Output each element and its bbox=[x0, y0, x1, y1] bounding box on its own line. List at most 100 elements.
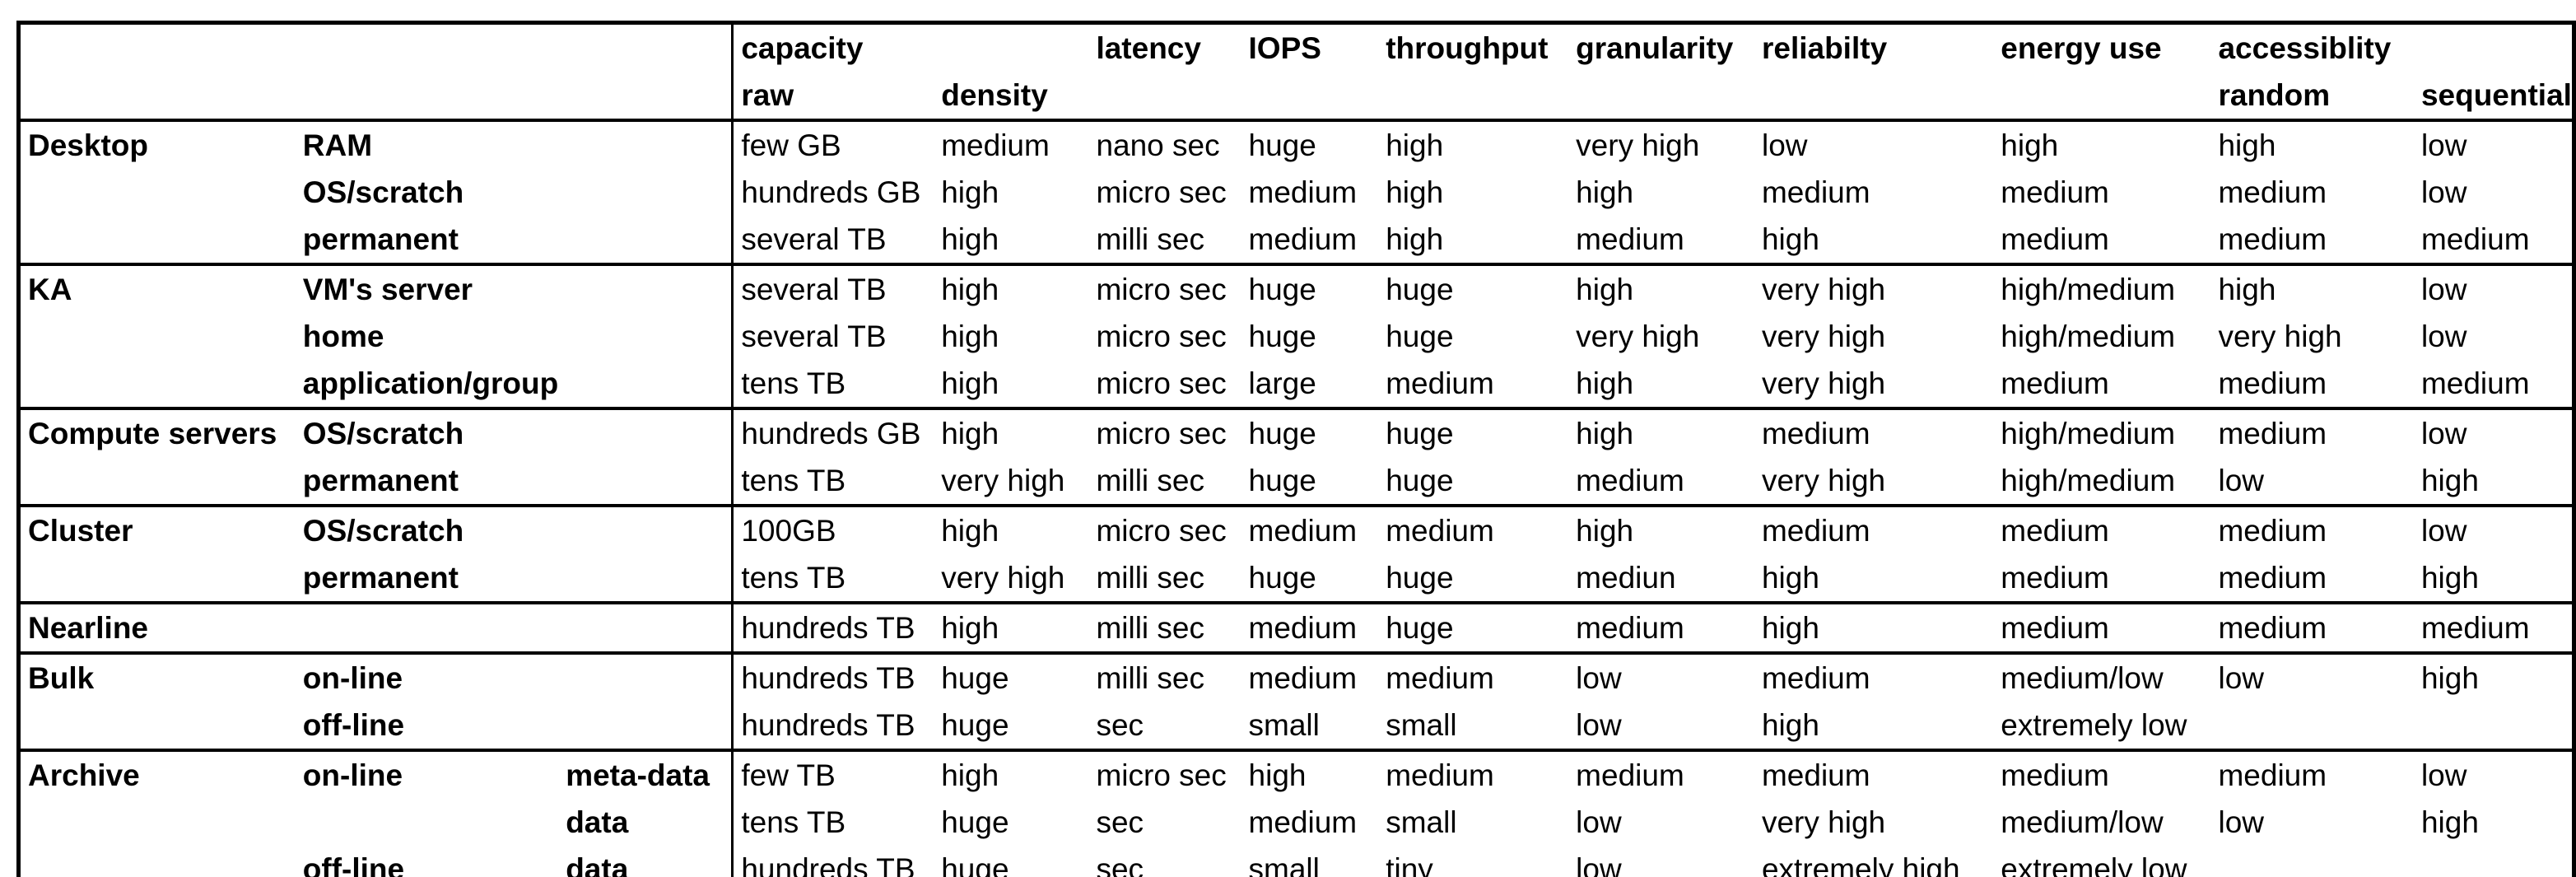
cell-energy-use: medium bbox=[2001, 561, 2109, 595]
cell-subcategory bbox=[558, 169, 733, 216]
cell-group bbox=[19, 554, 296, 603]
cell-reliability: very high bbox=[1761, 320, 1886, 353]
cell-iops: huge bbox=[1241, 119, 1379, 169]
cell-density: huge bbox=[934, 651, 1089, 702]
cell-subcategory bbox=[558, 504, 733, 554]
cell-iops: small bbox=[1248, 708, 1320, 742]
cell-iops: medium bbox=[1248, 222, 1358, 256]
cell-latency: micro sec bbox=[1096, 320, 1227, 353]
cell-latency: milli sec bbox=[1096, 561, 1205, 595]
header-density: density bbox=[934, 72, 1089, 122]
cell-reliability: high bbox=[1761, 708, 1819, 742]
cell-capacity-raw: hundreds GB bbox=[731, 169, 934, 216]
cell-accessibility-sequential: high bbox=[2420, 464, 2479, 497]
cell-category: OS/scratch bbox=[295, 504, 559, 554]
cell-category: home bbox=[302, 320, 384, 353]
cell-granularity: medium bbox=[1568, 601, 1754, 653]
table-row: permanent several TB high milli sec medium hi… bbox=[19, 216, 2574, 264]
cell-iops: medium bbox=[1241, 651, 1379, 702]
cell-granularity: low bbox=[1576, 805, 1622, 839]
cell-energy-use: medium bbox=[1993, 601, 2211, 653]
header-granularity: granularity bbox=[1576, 31, 1734, 65]
cell-accessibility-sequential: low bbox=[2413, 263, 2574, 313]
header-row-2: raw density random sequential bbox=[18, 72, 2574, 122]
cell-throughput: high bbox=[1386, 222, 1444, 256]
cell-throughput: huge bbox=[1386, 320, 1454, 353]
cell-accessibility-random: high bbox=[2210, 263, 2414, 313]
cell-accessibility-random: medium bbox=[2210, 601, 2414, 653]
cell-energy-use: high/medium bbox=[1993, 263, 2211, 313]
cell-throughput: small bbox=[1386, 708, 1457, 742]
cell-group: KA bbox=[18, 263, 296, 313]
cell-reliability: high bbox=[1761, 222, 1819, 256]
cell-iops: medium bbox=[1241, 504, 1379, 554]
cell-capacity-raw: tens TB bbox=[731, 360, 934, 408]
table-row: KA VM's server several TB high micro sec huge… bbox=[18, 263, 2574, 313]
header-empty-group bbox=[19, 23, 296, 72]
cell-latency: micro sec bbox=[1088, 749, 1241, 799]
cell-density: high bbox=[941, 175, 999, 209]
cell-reliability: extremely high bbox=[1761, 852, 1960, 877]
cell-capacity-raw: few TB bbox=[731, 749, 934, 799]
cell-accessibility-random: low bbox=[2218, 805, 2265, 839]
header-throughput: throughput bbox=[1386, 31, 1549, 65]
cell-capacity-raw: several TB bbox=[731, 263, 934, 313]
cell-reliability: medium bbox=[1754, 407, 1994, 457]
cell-accessibility-sequential: medium bbox=[2420, 222, 2530, 256]
cell-density: high bbox=[934, 263, 1089, 313]
cell-energy-use: high/medium bbox=[2001, 464, 2176, 497]
header-empty-reliability2 bbox=[1754, 72, 1994, 122]
header-empty-category bbox=[296, 23, 558, 72]
cell-granularity: high bbox=[1568, 407, 1754, 457]
cell-category bbox=[296, 799, 558, 846]
header-iops: IOPS bbox=[1248, 31, 1321, 65]
cell-throughput: huge bbox=[1378, 601, 1569, 653]
header-empty-granularity2 bbox=[1568, 72, 1754, 122]
cell-granularity: very high bbox=[1568, 119, 1754, 169]
cell-latency: micro sec bbox=[1088, 504, 1241, 554]
table-row: off-line data hundreds TB huge sec small tiny l… bbox=[19, 846, 2574, 877]
header-sequential: sequential bbox=[2413, 72, 2574, 122]
cell-capacity-raw: hundreds TB bbox=[731, 601, 934, 653]
table-row: data tens TB huge sec medium small low very hig… bbox=[19, 799, 2574, 846]
cell-capacity-raw: several TB bbox=[731, 216, 934, 264]
cell-group bbox=[19, 799, 296, 846]
table-row: Compute servers OS/scratch hundreds GB high… bbox=[18, 407, 2574, 457]
cell-latency: micro sec bbox=[1088, 263, 1241, 313]
cell-throughput: tiny bbox=[1386, 852, 1433, 877]
cell-energy-use: high bbox=[1993, 119, 2211, 169]
cell-capacity-raw: tens TB bbox=[731, 554, 934, 603]
cell-accessibility-sequential: low bbox=[2413, 504, 2574, 554]
table-row: OS/scratch hundreds GB high micro sec medium… bbox=[19, 169, 2574, 216]
cell-capacity-raw: hundreds TB bbox=[731, 846, 934, 877]
cell-group bbox=[19, 846, 296, 877]
cell-accessibility-sequential: medium bbox=[2413, 601, 2574, 653]
cell-iops: huge bbox=[1248, 561, 1316, 595]
cell-accessibility-sequential: low bbox=[2413, 749, 2574, 799]
cell-accessibility-random bbox=[2210, 702, 2413, 750]
cell-latency: milli sec bbox=[1096, 464, 1205, 497]
cell-iops: huge bbox=[1241, 263, 1379, 313]
cell-subcategory: data bbox=[566, 852, 629, 877]
cell-granularity: medium bbox=[1576, 222, 1684, 256]
cell-subcategory bbox=[558, 651, 733, 702]
table-row: off-line hundreds TB huge sec small small low h… bbox=[19, 702, 2574, 750]
cell-energy-use: high/medium bbox=[1993, 407, 2211, 457]
cell-subcategory bbox=[558, 554, 733, 603]
cell-subcategory bbox=[558, 360, 733, 408]
table-row: Archive on-line meta-data few TB high micro s… bbox=[18, 749, 2574, 799]
cell-group bbox=[19, 360, 296, 408]
table-row: application/group tens TB high micro sec lar… bbox=[19, 360, 2574, 408]
cell-accessibility-random: very high bbox=[2218, 320, 2342, 353]
table-row: Cluster OS/scratch 100GB high micro sec mediu… bbox=[18, 504, 2574, 554]
cell-category: on-line bbox=[295, 749, 559, 799]
cell-energy-use: medium bbox=[1993, 749, 2211, 799]
cell-density: huge bbox=[941, 805, 1009, 839]
table-row: home several TB high micro sec huge huge very … bbox=[19, 313, 2574, 360]
cell-granularity: high bbox=[1576, 366, 1634, 400]
cell-throughput: huge bbox=[1386, 561, 1454, 595]
cell-reliability: very high bbox=[1754, 263, 1994, 313]
cell-category: RAM bbox=[295, 119, 559, 169]
cell-latency: sec bbox=[1096, 708, 1144, 742]
cell-capacity-raw: hundreds TB bbox=[731, 651, 934, 702]
